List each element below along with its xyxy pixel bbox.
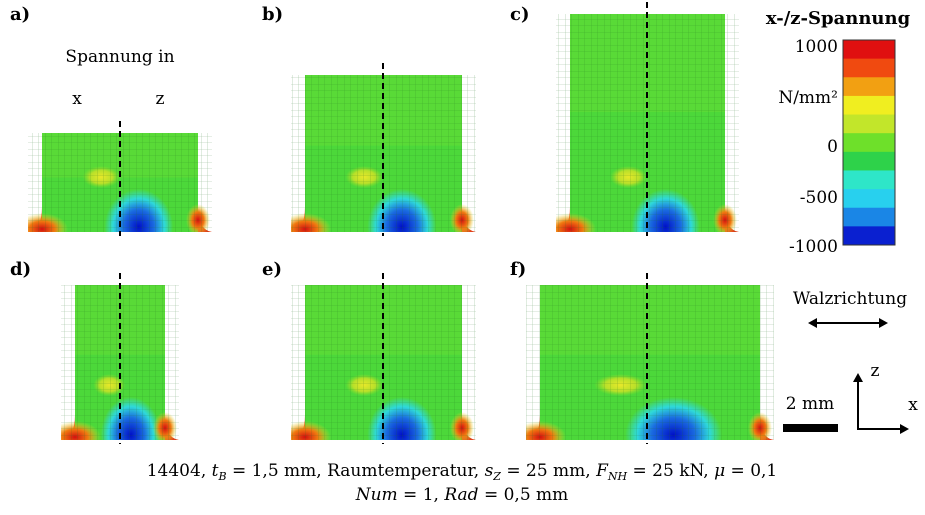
annotation-title: Spannung in — [65, 47, 174, 67]
caption-text: = 1,5 mm, Raumtemperatur, — [227, 461, 485, 481]
colorbar-cell — [843, 170, 895, 190]
colorbar-cell — [843, 151, 895, 171]
colorbar-tick: 1000 — [795, 37, 838, 57]
colorbar-tick: -1000 — [789, 237, 838, 257]
colorbar-cell — [843, 226, 895, 246]
axis-x-label: x — [908, 395, 918, 415]
annotation-x: x — [72, 89, 82, 109]
caption-text: 14404, — [147, 461, 212, 481]
colorbar-cell — [843, 189, 895, 209]
panel: f) — [510, 259, 774, 444]
caption-text: = 25 kN, — [627, 461, 714, 481]
caption-text: Rad — [443, 485, 478, 505]
direction-label: Walzrichtung — [793, 289, 907, 309]
colorbar-cell — [843, 114, 895, 134]
axes-icon — [853, 373, 909, 434]
caption-text: = 0,5 mm — [479, 485, 569, 505]
panel-body — [291, 75, 476, 232]
colorbar-cell — [843, 207, 895, 227]
scale-bar — [783, 424, 838, 432]
colorbar-cell — [843, 40, 895, 60]
caption-text: μ — [714, 461, 725, 481]
panel-label: d) — [10, 259, 31, 280]
caption-text: t — [212, 461, 219, 481]
panel-body — [28, 133, 212, 232]
caption-text: F — [595, 461, 609, 481]
panel-body — [61, 285, 179, 440]
panel: d) — [10, 259, 179, 444]
panel-label: f) — [510, 259, 526, 280]
panel: a) — [10, 4, 212, 236]
caption-text: s — [485, 461, 494, 481]
axis-z-label: z — [871, 361, 880, 381]
colorbar-cell — [843, 77, 895, 97]
caption-text: = 25 mm, — [501, 461, 596, 481]
panel: e) — [262, 259, 476, 444]
panel-body — [291, 285, 476, 440]
panel: c) — [510, 2, 739, 236]
colorbar-tick: -500 — [800, 188, 838, 208]
panel-label: e) — [262, 259, 282, 280]
panel-label: b) — [262, 4, 283, 25]
caption-text: Z — [492, 470, 501, 483]
colorbar-frame — [842, 39, 896, 246]
scale-label: 2 mm — [786, 394, 834, 414]
caption-line: Num = 1, Rad = 0,5 mm — [355, 485, 569, 505]
annotation-z: z — [156, 89, 165, 109]
panel-label: a) — [10, 4, 30, 25]
panels: a) b) c) d) e) f) — [10, 2, 774, 444]
caption-text: = 1, — [398, 485, 445, 505]
colorbar-unit: N/mm² — [778, 88, 838, 108]
panel: b) — [262, 4, 476, 236]
colorbar-cell — [843, 58, 895, 78]
colorbar-title: x-/z-Spannung — [766, 8, 911, 29]
panel-body — [556, 14, 739, 232]
mesh-grid — [526, 285, 774, 440]
colorbar-cell — [843, 133, 895, 153]
caption-text: B — [217, 470, 226, 483]
colorbar-cell — [843, 95, 895, 116]
caption-text: NH — [607, 470, 628, 483]
colorbar-tick: 0 — [827, 137, 838, 157]
caption-line: 14404, tB = 1,5 mm, Raumtemperatur, sZ =… — [147, 461, 778, 483]
colorbar — [842, 39, 896, 246]
panel-body — [526, 285, 774, 440]
caption-text: = 0,1 — [725, 461, 777, 481]
panel-label: c) — [510, 4, 529, 25]
caption-text: Num — [355, 485, 398, 505]
direction-arrow — [808, 318, 888, 328]
